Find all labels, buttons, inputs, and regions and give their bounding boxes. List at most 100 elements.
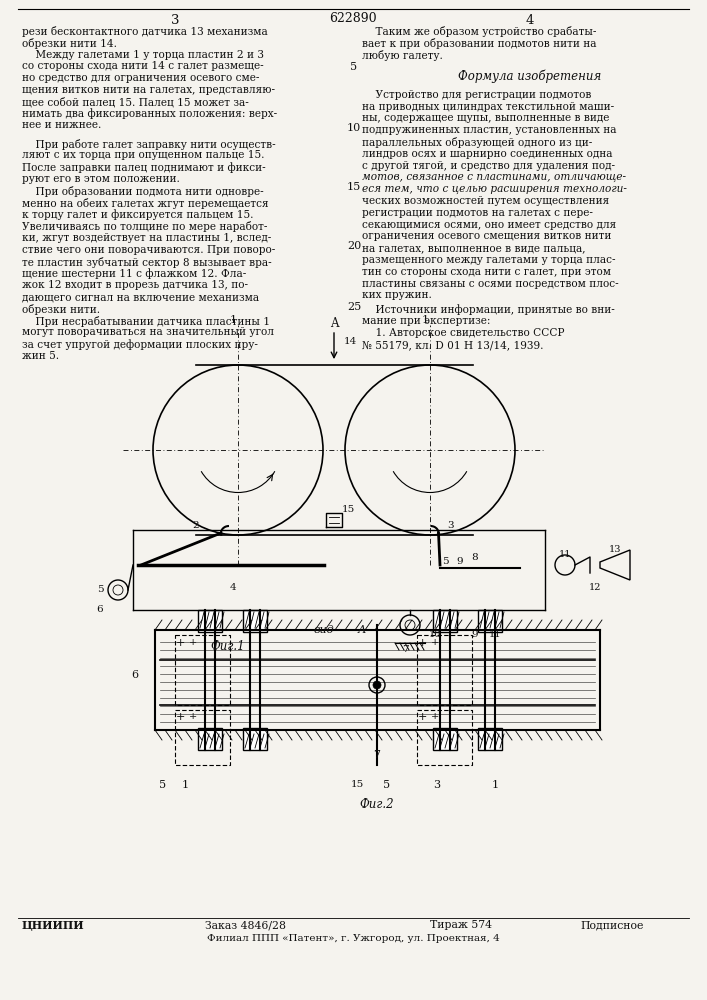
Text: Фиг.1: Фиг.1 — [211, 640, 245, 653]
Text: 5: 5 — [442, 557, 448, 566]
Text: 4: 4 — [526, 14, 534, 27]
Text: 5: 5 — [383, 780, 390, 790]
Text: При работе галет заправку нити осуществ-: При работе галет заправку нити осуществ- — [22, 139, 276, 150]
Text: на галетах, выполненное в виде пальца,: на галетах, выполненное в виде пальца, — [362, 243, 585, 253]
Text: 20: 20 — [347, 241, 361, 251]
Text: щее собой палец 15. Палец 15 может за-: щее собой палец 15. Палец 15 может за- — [22, 97, 249, 107]
Text: вает к при образовании подмотов нити на: вает к при образовании подмотов нити на — [362, 38, 597, 49]
FancyBboxPatch shape — [243, 610, 267, 632]
FancyBboxPatch shape — [478, 728, 502, 750]
Text: 1: 1 — [491, 780, 498, 790]
Text: с другой тягой, и средство для удаления под-: с другой тягой, и средство для удаления … — [362, 161, 615, 171]
Text: 10: 10 — [429, 630, 441, 639]
Text: на приводных цилиндрах текстильной маши-: на приводных цилиндрах текстильной маши- — [362, 102, 614, 112]
Text: ЦНИИПИ: ЦНИИПИ — [22, 920, 85, 931]
Text: ограничения осевого смещения витков нити: ограничения осевого смещения витков нити — [362, 231, 612, 241]
Text: 5: 5 — [160, 780, 167, 790]
Text: 8: 8 — [472, 553, 479, 562]
Text: нее и нижнее.: нее и нижнее. — [22, 120, 101, 130]
Text: жин 5.: жин 5. — [22, 351, 59, 361]
Text: Подписное: Подписное — [580, 920, 643, 930]
Text: Заказ 4846/28: Заказ 4846/28 — [205, 920, 286, 930]
Text: щения витков нити на галетах, представляю-: щения витков нити на галетах, представля… — [22, 85, 275, 95]
FancyBboxPatch shape — [198, 610, 222, 632]
Text: 3: 3 — [433, 780, 440, 790]
Text: 5: 5 — [351, 62, 358, 72]
Text: 3: 3 — [171, 14, 180, 27]
Text: 14: 14 — [344, 337, 357, 346]
Text: 7: 7 — [373, 750, 380, 760]
Text: щение шестерни 11 с флажком 12. Фла-: щение шестерни 11 с флажком 12. Фла- — [22, 268, 246, 279]
Text: 1. Авторское свидетельство СССР: 1. Авторское свидетельство СССР — [362, 328, 564, 338]
Text: обрезки нити.: обрезки нити. — [22, 304, 100, 315]
Text: 13: 13 — [609, 545, 621, 554]
Text: мотов, связанное с пластинами, отличающе-: мотов, связанное с пластинами, отличающе… — [362, 172, 626, 182]
Text: ляют с их торца при опущенном пальце 15.: ляют с их торца при опущенном пальце 15. — [22, 150, 264, 160]
Text: 9: 9 — [472, 630, 479, 639]
Text: вид: вид — [314, 625, 334, 635]
Text: тин со стороны схода нити с галет, при этом: тин со стороны схода нити с галет, при э… — [362, 267, 611, 277]
Text: за счет упругой деформации плоских пру-: за счет упругой деформации плоских пру- — [22, 339, 258, 350]
Text: Источники информации, принятые во вни-: Источники информации, принятые во вни- — [362, 304, 615, 315]
Text: 15: 15 — [351, 780, 363, 789]
Text: ствие чего они поворачиваются. При поворо-: ствие чего они поворачиваются. При повор… — [22, 245, 275, 255]
Text: № 55179, кл. D 01 H 13/14, 1939.: № 55179, кл. D 01 H 13/14, 1939. — [362, 340, 544, 350]
Text: +: + — [417, 638, 427, 648]
Text: ческих возможностей путем осуществления: ческих возможностей путем осуществления — [362, 196, 609, 206]
Text: ких пружин.: ких пружин. — [362, 290, 432, 300]
Text: +: + — [175, 638, 185, 648]
Text: рези бесконтактного датчика 13 механизма: рези бесконтактного датчика 13 механизма — [22, 26, 268, 37]
Text: размещенного между галетами у торца плас-: размещенного между галетами у торца плас… — [362, 255, 616, 265]
Text: Тираж 574: Тираж 574 — [430, 920, 492, 930]
Text: 6: 6 — [132, 670, 139, 680]
FancyBboxPatch shape — [433, 610, 457, 632]
Circle shape — [373, 681, 381, 689]
FancyBboxPatch shape — [433, 728, 457, 750]
Text: 622890: 622890 — [329, 12, 377, 25]
Text: Таким же образом устройство срабаты-: Таким же образом устройство срабаты- — [362, 26, 597, 37]
Text: 9: 9 — [457, 557, 463, 566]
Text: 1: 1 — [421, 315, 428, 325]
Text: регистрации подмотов на галетах с пере-: регистрации подмотов на галетах с пере- — [362, 208, 593, 218]
Text: еся тем, что с целью расширения технологи-: еся тем, что с целью расширения технолог… — [362, 184, 627, 194]
Text: +: + — [189, 638, 197, 647]
Text: 2: 2 — [193, 521, 199, 530]
Text: секающимися осями, оно имеет средство для: секающимися осями, оно имеет средство дл… — [362, 220, 617, 230]
Text: подпружиненных пластин, установленных на: подпружиненных пластин, установленных на — [362, 125, 617, 135]
Text: менно на обеих галетах жгут перемещается: менно на обеих галетах жгут перемещается — [22, 198, 269, 209]
Text: A: A — [329, 317, 338, 330]
Text: 15: 15 — [347, 182, 361, 192]
Text: линдров осях и шарнирно соединенных одна: линдров осях и шарнирно соединенных одна — [362, 149, 612, 159]
Text: +: + — [417, 712, 427, 722]
Text: После заправки палец поднимают и фикси-: После заправки палец поднимают и фикси- — [22, 162, 266, 173]
Text: дающего сигнал на включение механизма: дающего сигнал на включение механизма — [22, 292, 259, 302]
Text: Филиал ППП «Патент», г. Ужгород, ул. Проектная, 4: Филиал ППП «Патент», г. Ужгород, ул. Про… — [206, 934, 499, 943]
FancyBboxPatch shape — [243, 728, 267, 750]
Text: 11: 11 — [489, 630, 501, 639]
Text: При несрабатывании датчика пластины 1: При несрабатывании датчика пластины 1 — [22, 316, 270, 327]
Text: жок 12 входит в прорезь датчика 13, по-: жок 12 входит в прорезь датчика 13, по- — [22, 280, 248, 290]
Text: 10: 10 — [347, 123, 361, 133]
Text: ны, содержащее щупы, выполненные в виде: ны, содержащее щупы, выполненные в виде — [362, 113, 609, 123]
Text: ки, жгут воздействует на пластины 1, вслед-: ки, жгут воздействует на пластины 1, всл… — [22, 233, 271, 243]
Text: но средство для ограничения осевого сме-: но средство для ограничения осевого сме- — [22, 73, 259, 83]
Text: 15: 15 — [342, 505, 355, 514]
Text: Между галетами 1 у торца пластин 2 и 3: Между галетами 1 у торца пластин 2 и 3 — [22, 50, 264, 60]
Text: Формула изобретения: Формула изобретения — [458, 70, 602, 83]
Text: +: + — [431, 712, 439, 721]
Text: обрезки нити 14.: обрезки нити 14. — [22, 38, 117, 49]
Text: мание при экспертизе:: мание при экспертизе: — [362, 316, 491, 326]
FancyBboxPatch shape — [478, 610, 502, 632]
Text: те пластин зубчатый сектор 8 вызывает вра-: те пластин зубчатый сектор 8 вызывает вр… — [22, 257, 271, 268]
Text: пластины связаны с осями посредством плос-: пластины связаны с осями посредством пло… — [362, 279, 619, 289]
Text: 11: 11 — [559, 550, 571, 559]
Text: 6: 6 — [97, 605, 103, 614]
Text: А: А — [358, 625, 366, 635]
Text: нимать два фиксированных положения: верх-: нимать два фиксированных положения: верх… — [22, 109, 277, 119]
Text: При образовании подмота нити одновре-: При образовании подмота нити одновре- — [22, 186, 264, 197]
Text: 7: 7 — [402, 645, 409, 654]
Text: 5: 5 — [97, 585, 103, 594]
Text: Устройство для регистрации подмотов: Устройство для регистрации подмотов — [362, 90, 591, 100]
Text: могут поворачиваться на значительный угол: могут поворачиваться на значительный уго… — [22, 327, 274, 337]
Text: Фиг.2: Фиг.2 — [360, 798, 395, 811]
